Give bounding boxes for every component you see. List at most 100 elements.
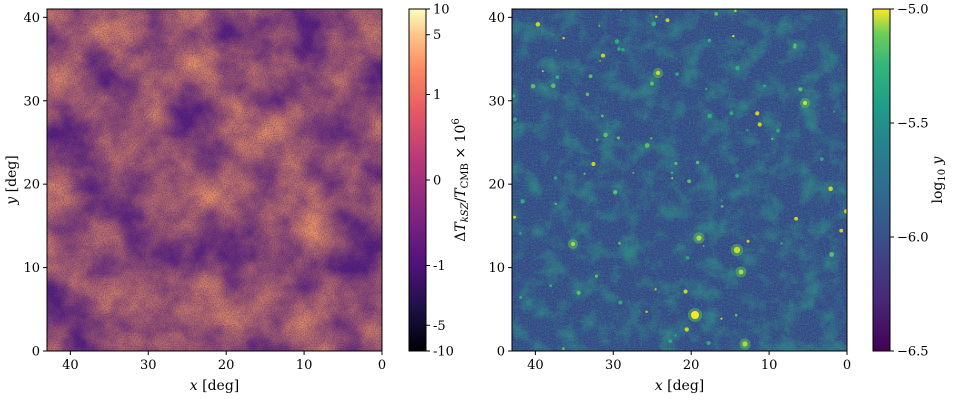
tsz-y-tick-label: 30	[488, 94, 505, 109]
tsz-colorbar-label: log10 y	[930, 155, 948, 203]
tsz-source-spot	[595, 138, 599, 142]
tsz-source-spot	[621, 47, 625, 52]
tsz-source-spot	[735, 174, 739, 178]
tsz-source-spot	[705, 87, 708, 91]
tsz-source-spot	[555, 75, 560, 80]
tsz-source-core	[803, 101, 807, 105]
tsz-colorbar-tick-label: −6.0	[897, 231, 929, 246]
tsz-source-spot	[843, 209, 847, 214]
tsz-source-spot	[706, 340, 711, 346]
tsz-x-tick-label: 20	[683, 358, 700, 373]
tsz-y-tick-label: 0	[497, 345, 505, 360]
tsz-source-spot	[839, 228, 844, 233]
tsz-source-spot	[798, 87, 803, 92]
tsz-source-spot	[746, 129, 749, 132]
tsz-source-spot	[591, 161, 596, 167]
tsz-source-spot	[671, 171, 674, 174]
tsz-source-spot	[632, 171, 635, 174]
tsz-source-spot	[732, 34, 735, 38]
tsz-x-tick-label: 10	[761, 358, 778, 373]
tsz-source-core	[738, 269, 744, 275]
ksz-colorbar-tick-label: 5	[433, 28, 441, 43]
tsz-source-spot	[599, 59, 602, 62]
tsz-source-spot	[617, 47, 621, 51]
tsz-source-spot	[702, 245, 705, 247]
ksz-y-ticks: 0 10 20 30 40	[23, 11, 47, 360]
tsz-colorbar-tick-label: −5.0	[897, 3, 929, 18]
tsz-source-spot	[600, 53, 606, 58]
tsz-source-spot	[686, 256, 690, 260]
tsz-x-tick-label: 0	[843, 358, 851, 373]
tsz-source-spot	[757, 122, 762, 127]
tsz-source-spot	[820, 157, 824, 161]
tsz-source-spot	[695, 160, 700, 165]
tsz-source-spot	[513, 117, 517, 122]
tsz-colorbar: −5.0 −5.5 −6.0 −6.5 log10 y	[872, 3, 948, 360]
ksz-colorbar-tick-label: -1	[433, 259, 446, 274]
tsz-source-spot	[644, 143, 650, 148]
ksz-panel: 40 30 20 10 0 0 10 20 30 40 x [deg] y [deg]	[4, 8, 386, 394]
tsz-source-spot	[734, 313, 738, 317]
tsz-source-spot	[720, 199, 723, 202]
tsz-source-spot	[771, 137, 774, 141]
tsz-source-spot	[735, 65, 740, 71]
tsz-source-spot	[614, 39, 620, 44]
ksz-colorbar-tick-label: -5	[433, 319, 446, 334]
tsz-x-ticks: 40 30 20 10 0	[527, 351, 851, 373]
tsz-source-spot	[671, 177, 674, 180]
tsz-source-spot	[668, 339, 673, 344]
tsz-source-spot	[674, 161, 678, 165]
ksz-x-tick-label: 20	[218, 358, 235, 373]
tsz-source-spot	[603, 132, 608, 138]
tsz-y-ticks: 0 10 20 30 40	[488, 11, 512, 360]
tsz-source-spot	[793, 45, 797, 49]
tsz-source-core	[571, 242, 575, 246]
tsz-source-core	[733, 246, 741, 254]
tsz-source-spot	[576, 290, 581, 295]
tsz-source-spot	[707, 38, 712, 43]
tsz-source-spot	[620, 9, 623, 12]
ksz-x-tick-label: 30	[140, 358, 157, 373]
tsz-source-spot	[794, 216, 799, 221]
tsz-source-spot	[755, 111, 760, 116]
tsz-source-spot	[793, 43, 797, 47]
ksz-colorbar-tick-label: 0	[433, 174, 441, 189]
tsz-source-core	[655, 70, 661, 76]
tsz-x-axis-label: x [deg]	[655, 378, 705, 394]
tsz-source-spot	[683, 289, 688, 294]
ksz-x-tick-label: 40	[62, 358, 79, 373]
ksz-x-ticks: 40 30 20 10 0	[62, 351, 386, 373]
tsz-colorbar-gradient	[872, 8, 891, 352]
tsz-source-spot	[583, 172, 586, 175]
tsz-panel: 40 30 20 10 0 0 10 20 30 40 x [deg]	[488, 8, 851, 394]
tsz-source-spot	[598, 24, 601, 27]
tsz-source-spot	[513, 215, 517, 219]
ksz-y-tick-label: 30	[23, 94, 40, 109]
tsz-source-core	[691, 311, 699, 319]
tsz-source-spot	[519, 232, 522, 235]
ksz-y-axis-label: y [deg]	[4, 155, 20, 206]
ksz-colorbar-label: ΔTkSZ/TCMB × 106	[451, 118, 471, 241]
tsz-source-spot	[554, 202, 557, 205]
tsz-bright-sources	[512, 9, 847, 351]
tsz-source-spot	[746, 239, 750, 243]
tsz-source-spot	[651, 21, 657, 27]
tsz-x-tick-label: 40	[527, 358, 544, 373]
tsz-source-spot	[612, 190, 618, 195]
tsz-y-tick-label: 40	[488, 11, 505, 26]
tsz-source-spot	[650, 137, 653, 140]
ksz-colorbar-tick-label: 10	[433, 3, 450, 18]
tsz-source-spot	[618, 300, 623, 305]
tsz-source-spot	[649, 81, 655, 86]
tsz-source-spot	[553, 176, 558, 180]
tsz-colorbar-tick-label: −6.5	[897, 345, 929, 360]
tsz-source-spot	[828, 186, 833, 191]
tsz-source-spot	[561, 347, 565, 351]
tsz-source-spot	[562, 36, 565, 40]
tsz-source-spot	[594, 274, 599, 278]
tsz-x-tick-label: 30	[605, 358, 622, 373]
ksz-x-tick-label: 10	[296, 358, 313, 373]
tsz-source-spot	[616, 136, 621, 140]
